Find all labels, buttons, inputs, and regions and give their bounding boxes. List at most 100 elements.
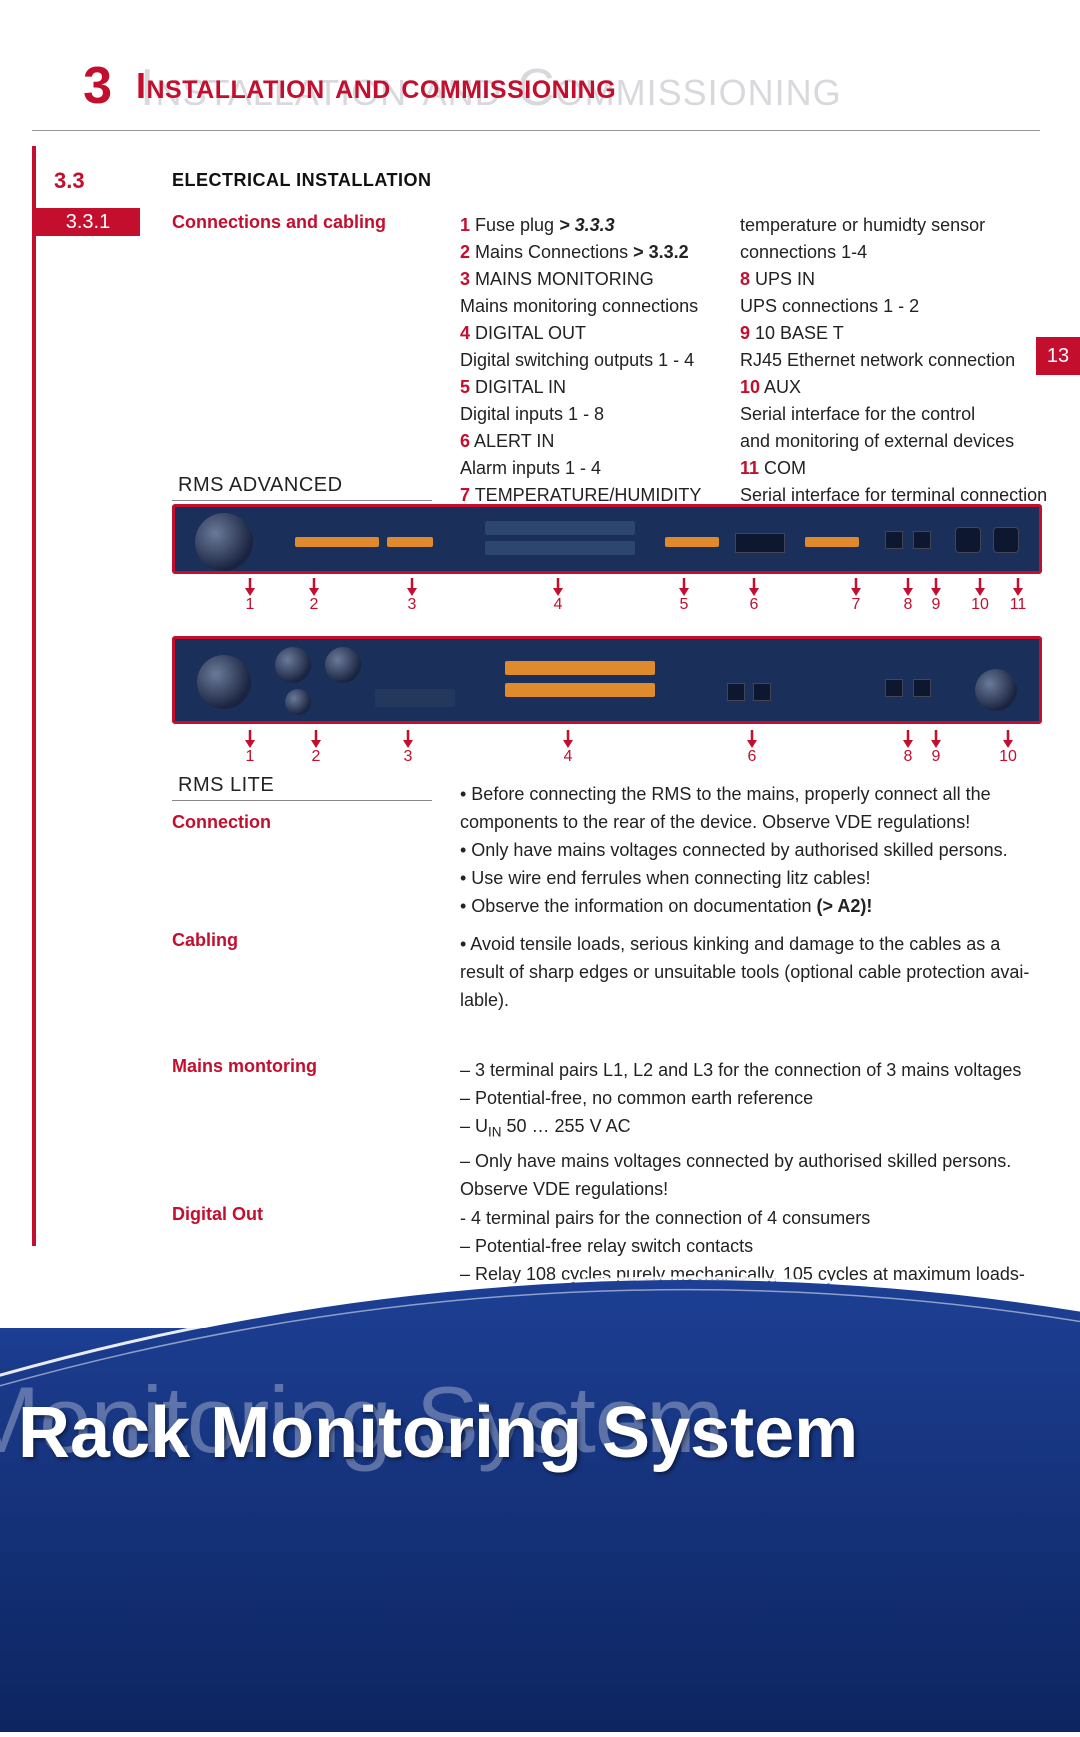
panel-knob bbox=[975, 669, 1017, 711]
body-line: – Potential-free, no common earth refere… bbox=[460, 1084, 1040, 1112]
legend-line: UPS connections 1 - 2 bbox=[740, 293, 1050, 320]
callout-number: 5 bbox=[680, 596, 689, 614]
body-line: – UIN 50 … 255 V AC bbox=[460, 1112, 1040, 1147]
panel-connector-strip bbox=[505, 683, 655, 697]
legend-line: 5 DIGITAL IN bbox=[460, 374, 740, 401]
body-line: components to the rear of the device. Ob… bbox=[460, 808, 1040, 836]
callout-arrow: 1 bbox=[242, 730, 258, 766]
callout-arrow: 4 bbox=[560, 730, 576, 766]
section-number-3-3: 3.3 bbox=[54, 168, 85, 194]
legend-line: RJ45 Ethernet network connection bbox=[740, 347, 1050, 374]
callout-number: 7 bbox=[852, 596, 861, 614]
callout-arrow: 3 bbox=[400, 730, 416, 766]
body-line: • Use wire end ferrules when connecting … bbox=[460, 864, 1040, 892]
callout-number: 3 bbox=[404, 748, 413, 766]
callout-number: 9 bbox=[932, 748, 941, 766]
sidebar-label-cabling: Cabling bbox=[172, 930, 238, 951]
panel-connector-strip bbox=[485, 541, 635, 555]
body-line: • Observe the information on documentati… bbox=[460, 892, 1040, 920]
panel-knob bbox=[275, 647, 311, 683]
legend-line: Mains monitoring connections bbox=[460, 293, 740, 320]
sidebar-label-connection: Connection bbox=[172, 812, 271, 833]
section-title-3-3: ELECTRICAL INSTALLATION bbox=[172, 170, 431, 191]
body-line: witched bbox=[460, 1288, 1040, 1316]
legend-column-left: 1 Fuse plug > 3.3.32 Mains Connections >… bbox=[460, 212, 740, 509]
rms-lite-arrows: 123468910 bbox=[172, 730, 1042, 758]
callout-arrow: 3 bbox=[404, 578, 420, 614]
panel-knob bbox=[325, 647, 361, 683]
rms-advanced-arrows: 1234567891011 bbox=[172, 578, 1042, 606]
panel-connector-strip bbox=[387, 537, 433, 547]
panel-knob bbox=[195, 513, 253, 571]
panel-connector-strip bbox=[485, 521, 635, 535]
body-mains: – 3 terminal pairs L1, L2 and L3 for the… bbox=[460, 1056, 1040, 1203]
callout-arrow: 9 bbox=[928, 578, 944, 614]
callout-number: 4 bbox=[554, 596, 563, 614]
panel-port bbox=[955, 527, 981, 553]
legend-column-right: temperature or humidty sensorconnections… bbox=[740, 212, 1050, 509]
footer-title: Rack Monitoring System bbox=[18, 1392, 858, 1474]
callout-number: 10 bbox=[971, 596, 989, 614]
rms-advanced-label: RMS ADVANCED bbox=[178, 474, 343, 497]
legend-line: 8 UPS IN bbox=[740, 266, 1050, 293]
document-page: Installation and Commissioning 3 Install… bbox=[0, 0, 1080, 1528]
legend-line: Alarm inputs 1 - 4 bbox=[460, 455, 740, 482]
callout-arrow: 10 bbox=[972, 578, 988, 614]
callout-number: 2 bbox=[310, 596, 319, 614]
panel-port bbox=[993, 527, 1019, 553]
legend-line: connections 1-4 bbox=[740, 239, 1050, 266]
body-digital: - 4 terminal pairs for the connection of… bbox=[460, 1204, 1040, 1344]
callout-arrow: 9 bbox=[928, 730, 944, 766]
legend-line: 3 MAINS MONITORING bbox=[460, 266, 740, 293]
rms-advanced-panel bbox=[172, 504, 1042, 574]
body-line: • Only have mains voltages connected by … bbox=[460, 836, 1040, 864]
callout-arrow: 7 bbox=[848, 578, 864, 614]
legend-line: 2 Mains Connections > 3.3.2 bbox=[460, 239, 740, 266]
legend-line: and monitoring of external devices bbox=[740, 428, 1050, 455]
panel-port bbox=[913, 531, 931, 549]
callout-arrow: 10 bbox=[1000, 730, 1016, 766]
panel-port bbox=[753, 683, 771, 701]
callout-number: 1 bbox=[246, 748, 255, 766]
page-number: 13 bbox=[1036, 337, 1080, 375]
callout-number: 6 bbox=[748, 748, 757, 766]
body-line: – Relay 108 cycles purely mechanically, … bbox=[460, 1260, 1040, 1288]
callout-number: 4 bbox=[564, 748, 573, 766]
legend-line: 1 Fuse plug > 3.3.3 bbox=[460, 212, 740, 239]
body-line: – Only have mains voltages connected by … bbox=[460, 1147, 1040, 1175]
body-cabling: • Avoid tensile loads, serious kinking a… bbox=[460, 930, 1040, 1014]
callout-number: 8 bbox=[904, 596, 913, 614]
callout-number: 1 bbox=[246, 596, 255, 614]
rms-lite-label: RMS LITE bbox=[178, 774, 274, 797]
legend-line: Serial interface for the control bbox=[740, 401, 1050, 428]
panel-connector-strip bbox=[665, 537, 719, 547]
body-line: – 3 terminal pairs L1, L2 and L3 for the… bbox=[460, 1056, 1040, 1084]
subsection-title-3-3-1: Connections and cabling bbox=[172, 212, 386, 233]
panel-knob bbox=[197, 655, 251, 709]
callout-number: 3 bbox=[408, 596, 417, 614]
panel-knob bbox=[285, 689, 311, 715]
callout-arrow: 2 bbox=[308, 730, 324, 766]
legend-line: 6 ALERT IN bbox=[460, 428, 740, 455]
callout-number: 2 bbox=[312, 748, 321, 766]
panel-connector-strip bbox=[375, 689, 455, 707]
callout-number: 9 bbox=[932, 596, 941, 614]
callout-number: 10 bbox=[999, 748, 1017, 766]
panel-port bbox=[913, 679, 931, 697]
legend-line: Digital switching outputs 1 - 4 bbox=[460, 347, 740, 374]
sidebar-label-digital: Digital Out bbox=[172, 1204, 263, 1225]
callout-arrow: 8 bbox=[900, 578, 916, 614]
rms-advanced-rule bbox=[172, 500, 432, 501]
callout-arrow: 11 bbox=[1010, 578, 1026, 614]
legend-line: 10 AUX bbox=[740, 374, 1050, 401]
callout-number: 8 bbox=[904, 748, 913, 766]
subsection-number-box: 3.3.1 bbox=[36, 208, 140, 236]
body-line: Observe VDE regulations! bbox=[460, 1175, 1040, 1203]
body-line: result of sharp edges or unsuitable tool… bbox=[460, 958, 1040, 986]
margin-red-bar bbox=[32, 146, 36, 1246]
rms-lite-panel bbox=[172, 636, 1042, 724]
panel-connector-strip bbox=[805, 537, 859, 547]
body-line: • Before connecting the RMS to the mains… bbox=[460, 780, 1040, 808]
rms-lite-rule bbox=[172, 800, 432, 801]
callout-number: 6 bbox=[750, 596, 759, 614]
